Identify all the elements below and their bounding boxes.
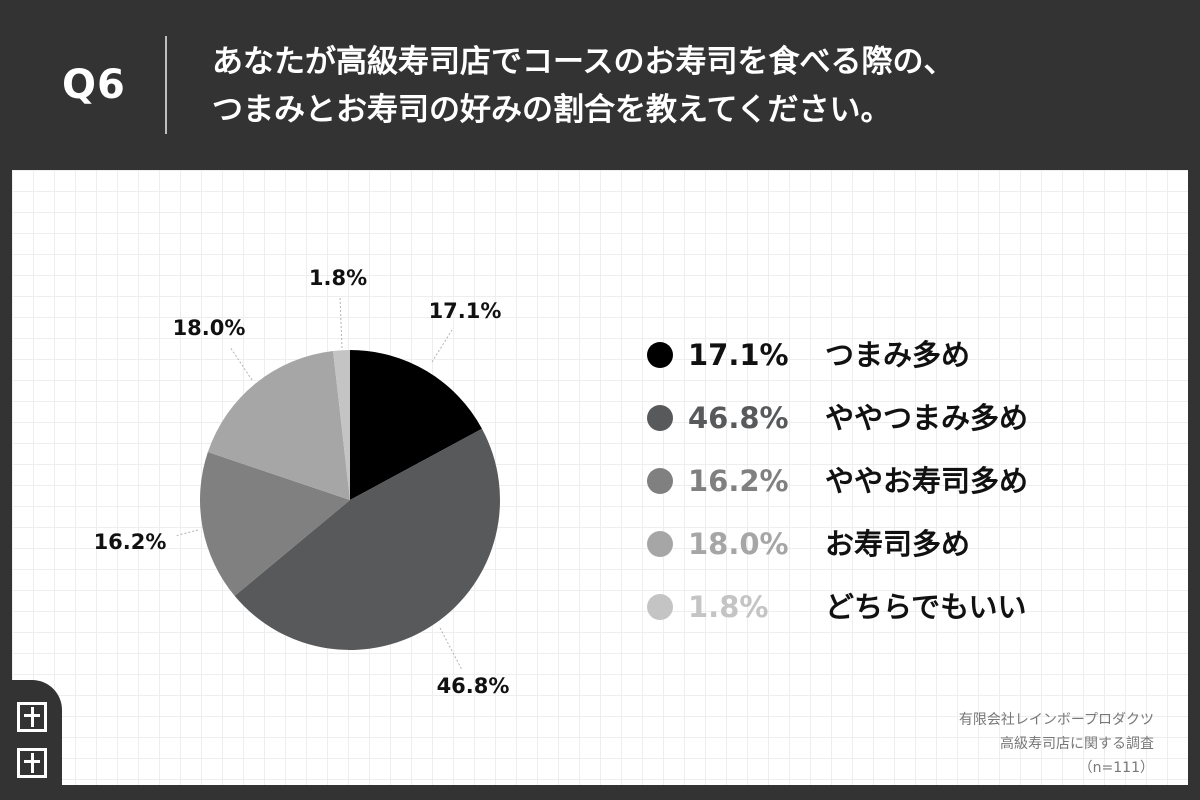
legend-value-3: 16.2%: [688, 464, 789, 498]
pie-slice-5: [333, 350, 350, 500]
header: Q6 あなたが高級寿司店でコースのお寿司を食べる際の、 つまみとお寿司の好みの割…: [0, 0, 1200, 170]
leader-line-1: [431, 329, 453, 363]
source-survey: 高級寿司店に関する調査: [1000, 736, 1154, 752]
leader-line-3: [174, 529, 199, 537]
legend-label-3: ややお寿司多め: [825, 464, 1029, 498]
slice-value-label-4: 18.0%: [173, 316, 246, 340]
source-sample-size: （n=111）: [1078, 760, 1154, 776]
legend-label-5: どちらでもいい: [825, 590, 1027, 624]
question-line-2: つまみとお寿司の好みの割合を教えてください。: [212, 92, 892, 128]
slice-value-label-2: 46.8%: [437, 674, 510, 698]
legend-item-4: 18.0% お寿司多め: [645, 525, 1065, 565]
leader-line-2: [439, 627, 463, 671]
legend-swatch-3: [647, 468, 673, 494]
legend-value-2: 46.8%: [688, 401, 789, 435]
legend-value-1: 17.1%: [688, 338, 789, 372]
source-company: 有限会社レインボープロダクツ: [958, 712, 1154, 728]
legend-value-5: 1.8%: [688, 590, 769, 624]
legend-label-2: ややつまみ多め: [825, 401, 1029, 435]
brand-logo: [0, 680, 62, 800]
question-title: あなたが高級寿司店でコースのお寿司を食べる際の、 つまみとお寿司の好みの割合を教…: [212, 38, 1172, 134]
logo-mark-top: [17, 702, 47, 732]
legend-swatch-1: [647, 342, 673, 368]
question-number: Q6: [62, 62, 126, 108]
legend-swatch-5: [647, 594, 673, 620]
question-line-1: あなたが高級寿司店でコースのお寿司を食べる際の、: [212, 44, 955, 80]
legend-item-3: 16.2% ややお寿司多め: [645, 462, 1065, 502]
slice-value-label-3: 16.2%: [94, 530, 167, 554]
legend-label-1: つまみ多め: [825, 338, 971, 372]
leader-line-4: [229, 346, 253, 381]
pie-slice-4: [207, 350, 350, 500]
source-note: 有限会社レインボープロダクツ 高級寿司店に関する調査 （n=111）: [959, 708, 1154, 780]
legend-swatch-4: [647, 531, 673, 557]
legend-label-4: お寿司多め: [825, 527, 971, 561]
pie-slice-3: [199, 452, 350, 596]
pie-slice-2: [234, 428, 501, 651]
legend-swatch-2: [647, 405, 673, 431]
leader-line-5: [339, 296, 343, 349]
legend-value-4: 18.0%: [688, 527, 789, 561]
legend-item-2: 46.8% ややつまみ多め: [645, 399, 1065, 439]
legend-item-1: 17.1% つまみ多め: [645, 336, 1065, 376]
pie-slice-1: [350, 350, 482, 500]
slice-value-label-5: 1.8%: [309, 266, 367, 290]
logo-mark-bottom: [17, 748, 47, 778]
legend-item-5: 1.8% どちらでもいい: [645, 588, 1065, 628]
slice-value-label-1: 17.1%: [429, 299, 502, 323]
header-divider: [165, 36, 167, 134]
